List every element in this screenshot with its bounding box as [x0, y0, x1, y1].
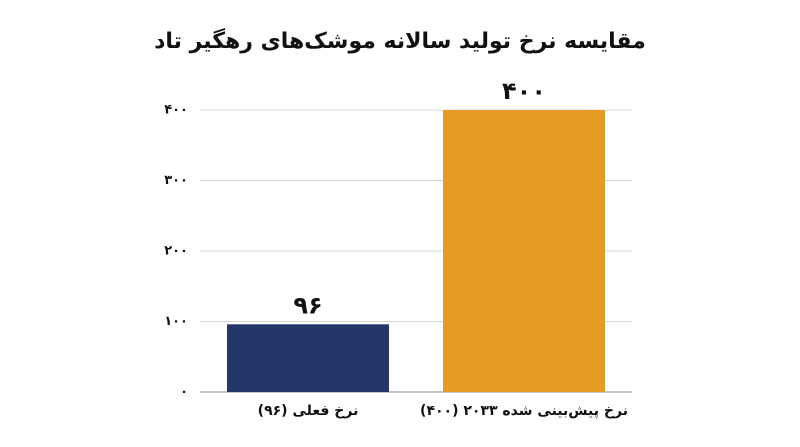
bar	[227, 324, 389, 392]
y-tick-label: ۴۰۰	[164, 103, 188, 118]
y-tick-label: ۰	[180, 385, 188, 400]
value-label: ۹۶	[293, 291, 322, 319]
chart-title: مقایسه نرخ تولید سالانه موشک‌های رهگیر ت…	[154, 27, 646, 54]
x-tick-label: نرخ پیش‌بینی شده ۲۰۳۳ (۴۰۰)	[420, 403, 628, 419]
y-tick-label: ۲۰۰	[164, 244, 188, 259]
value-label: ۴۰۰	[502, 77, 546, 105]
y-tick-label: ۱۰۰	[164, 314, 188, 329]
y-tick-label: ۳۰۰	[164, 173, 188, 188]
bar	[443, 110, 605, 392]
x-tick-label: نرخ فعلی (۹۶)	[258, 403, 359, 419]
